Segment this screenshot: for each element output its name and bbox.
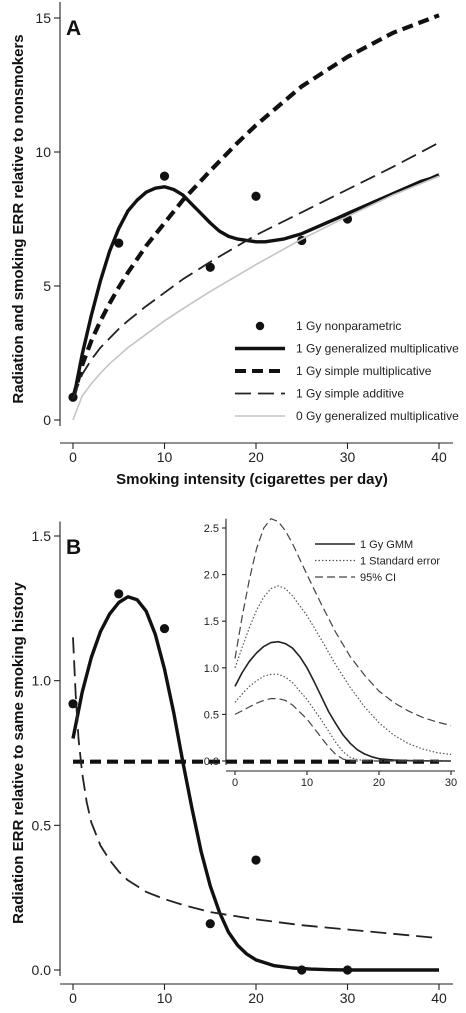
x-tick-label: 30	[445, 777, 457, 789]
legend-label: 0 Gy generalized multiplicative	[296, 409, 459, 423]
x-tick-label: 10	[301, 777, 313, 789]
y-tick-label: 0	[43, 412, 51, 428]
x-tick-label: 20	[248, 990, 264, 1006]
series-line-1-standard-error	[234, 585, 452, 756]
data-point	[114, 238, 124, 248]
data-point	[205, 262, 215, 272]
y-tick-label: 2.0	[204, 570, 219, 582]
x-tick-label: 0	[232, 777, 238, 789]
panel-letter: B	[66, 536, 81, 559]
data-point	[251, 855, 261, 865]
series-line-0-gy-generalized-multiplicative	[72, 175, 440, 421]
legend-label: 1 Gy generalized multiplicative	[296, 342, 459, 356]
y-tick-label: 1.5	[32, 528, 52, 544]
x-tick-label: 20	[373, 777, 385, 789]
legend-label: 1 Gy nonparametric	[296, 319, 401, 333]
x-axis-title: Smoking intensity (cigarettes per day)	[116, 471, 388, 488]
legend: 1 Gy GMM 1 Standard error 95% CI	[315, 539, 440, 584]
series-line-1-gy-simple-multiplicative	[70, 13, 440, 400]
y-tick-label: 1.5	[204, 616, 219, 628]
series-line-1-gy-simple-additive	[72, 141, 440, 399]
x-tick-label: 30	[340, 990, 356, 1006]
data-point	[68, 699, 78, 709]
y-axis-title: Radiation ERR relative to same smoking h…	[10, 581, 27, 923]
panel-A: 0 10 20 30 40 0 5 10 15 Smoking intensity (cigare…	[10, 1, 459, 488]
series-line-long-dash	[234, 698, 451, 762]
y-tick-label: 1.0	[32, 673, 52, 689]
y-tick-label: 10	[35, 144, 51, 160]
legend-label: 1 Standard error	[360, 556, 440, 568]
series-line-1-gy-generalized-multiplicative	[71, 173, 440, 402]
y-tick-label: 1.0	[204, 663, 219, 675]
x-tick-label: 30	[340, 449, 356, 465]
y-tick-label: 5	[43, 278, 51, 294]
data-point	[205, 919, 215, 929]
series-line-thick-solid	[71, 595, 439, 972]
series-line-dotted	[234, 673, 451, 762]
data-point	[159, 623, 170, 634]
y-tick-label: 2.5	[204, 523, 219, 535]
y-axis-title: Radiation and smoking ERR relative to no…	[10, 34, 27, 403]
y-tick-label: 0.0	[32, 962, 52, 978]
data-point	[114, 589, 124, 599]
legend-label: 1 Gy simple multiplicative	[296, 364, 432, 378]
data-point	[251, 191, 261, 201]
legend-marker	[255, 321, 265, 331]
legend: 1 Gy nonparametric 1 Gy generalized multi…	[235, 319, 459, 423]
x-tick-label: 40	[431, 449, 447, 465]
y-tick-label: 0.0	[204, 756, 219, 768]
data-point	[159, 171, 170, 181]
series-line-1-gy-gmm	[234, 640, 452, 762]
legend-label: 1 Gy simple additive	[296, 387, 404, 401]
y-tick-label: 15	[35, 10, 51, 26]
series-line-long-dash	[72, 637, 440, 940]
x-tick-label: 10	[157, 990, 173, 1006]
x-tick-label: 40	[431, 990, 447, 1006]
series-line-95-ci	[234, 518, 452, 727]
x-tick-label: 20	[248, 449, 264, 465]
x-tick-label: 0	[69, 990, 77, 1006]
y-tick-label: 0.5	[32, 817, 52, 833]
panel-letter: A	[66, 17, 81, 40]
panel-B-inset: 0 10 20 30 0.0 0.5 1.0 1.5 2.0 2.5 1 Gy GMM 1 Stand…	[204, 518, 457, 789]
legend-label: 95% CI	[360, 572, 396, 584]
legend-label: 1 Gy GMM	[360, 539, 413, 551]
x-tick-label: 10	[157, 449, 173, 465]
x-tick-label: 0	[69, 449, 77, 465]
y-tick-label: 0.5	[204, 709, 219, 721]
